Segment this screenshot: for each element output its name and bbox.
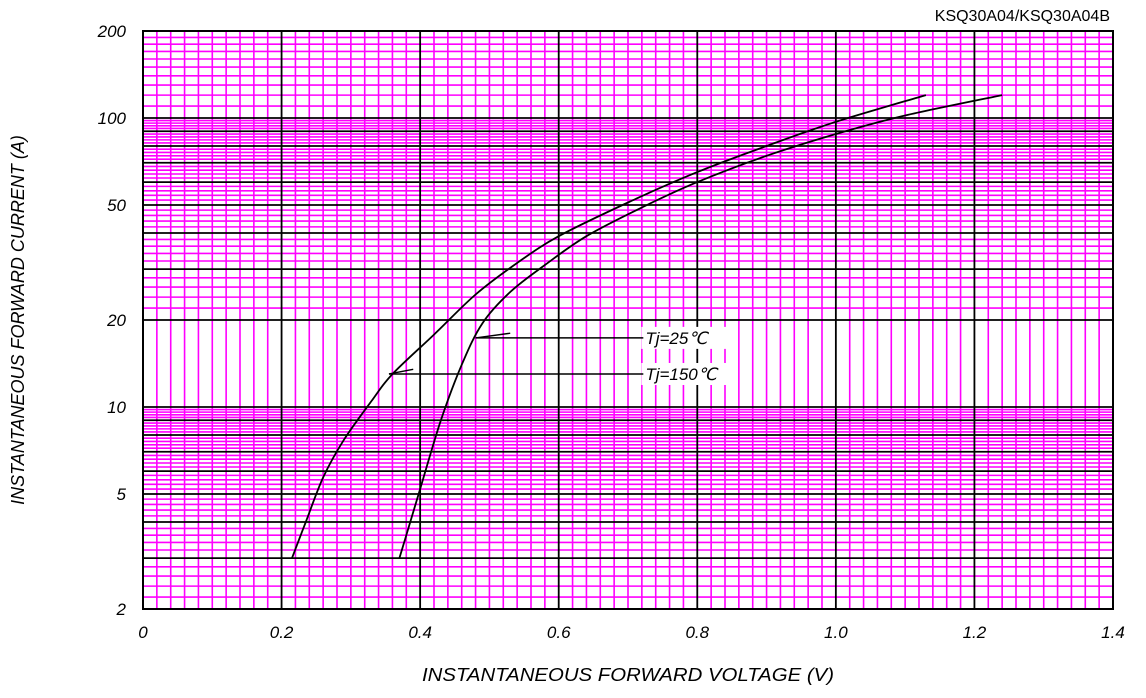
x-tick-label: 1.2: [963, 623, 987, 642]
annotation-background: [641, 362, 732, 385]
chart-title: KSQ30A04/KSQ30A04B: [935, 8, 1110, 25]
y-tick-label: 20: [106, 311, 126, 330]
series-line-tj-150c: [291, 94, 927, 559]
annotation-layer: Tj=25℃ Tj=150℃: [388, 326, 732, 385]
y-axis-label: INSTANTANEOUS FORWARD CURRENT (A): [8, 135, 28, 505]
x-tick-label: 0: [138, 623, 148, 642]
x-tick-label: 0.6: [547, 623, 571, 642]
x-tick-label: 1.0: [824, 623, 848, 642]
annotation-leader-tick: [388, 368, 414, 375]
x-axis-label: INSTANTANEOUS FORWARD VOLTAGE (V): [422, 665, 834, 685]
x-tick-label: 0.2: [270, 623, 294, 642]
x-tick-label: 0.4: [408, 623, 432, 642]
annotation-label: Tj=25℃: [645, 329, 709, 348]
y-tick-label: 5: [117, 485, 127, 504]
y-tick-label: 2: [116, 600, 127, 619]
y-tick-label: 200: [97, 22, 127, 41]
x-tick-label: 0.8: [685, 623, 709, 642]
y-tick-label: 100: [98, 109, 127, 128]
series-layer: [291, 94, 1003, 559]
plot-border: [142, 30, 1114, 610]
y-tick-label: 50: [107, 196, 126, 215]
x-tick-labels: 0 0.2 0.4 0.6 0.8 1.0 1.2 1.4: [138, 623, 1125, 642]
major-grid: [143, 31, 1113, 609]
annotation-leader-tick: [475, 332, 511, 339]
annotation-background: [641, 326, 732, 349]
y-tick-labels: 2 5 10 20 50 100 200: [97, 22, 127, 619]
x-tick-label: 1.4: [1101, 623, 1125, 642]
series-line-tj-25c: [398, 94, 1003, 559]
y-tick-label: 10: [107, 398, 126, 417]
annotation-label: Tj=150℃: [645, 365, 718, 384]
